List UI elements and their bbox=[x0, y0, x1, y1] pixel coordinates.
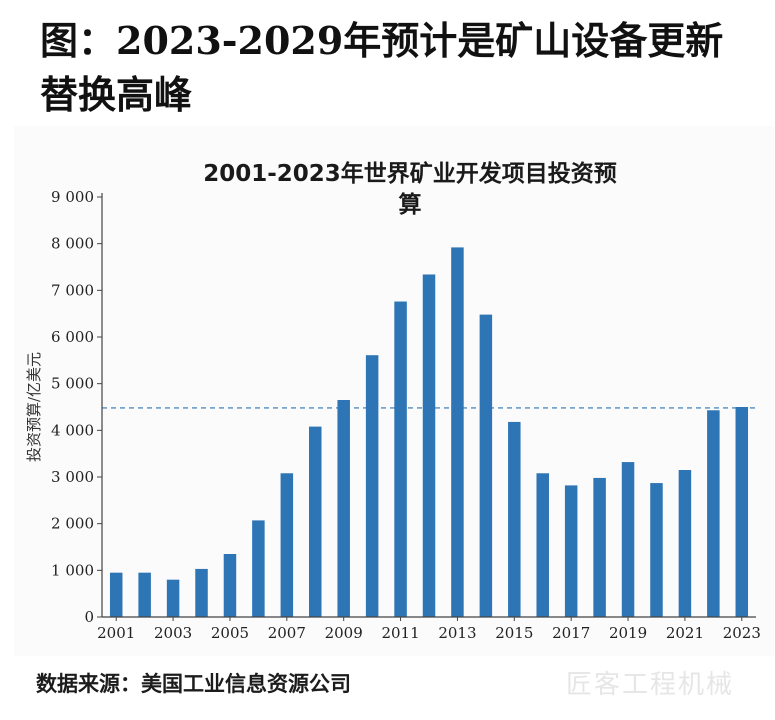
bar-2014 bbox=[479, 314, 493, 617]
watermark: 匠客工程机械 bbox=[566, 670, 735, 700]
x-tick-label-2003: 2003 bbox=[154, 624, 192, 642]
bar-2005 bbox=[223, 554, 237, 617]
y-tick-label-7000: 7 000 bbox=[51, 281, 94, 299]
bar-2020 bbox=[650, 483, 663, 617]
bar-2018 bbox=[593, 477, 606, 617]
x-tick-label-2005: 2005 bbox=[211, 624, 249, 642]
bar-2001 bbox=[109, 572, 123, 617]
bar-2006 bbox=[252, 520, 265, 617]
bar-2007 bbox=[280, 473, 294, 617]
y-tick-label-9000: 9 000 bbox=[51, 188, 94, 206]
x-tick-label-2021: 2021 bbox=[666, 624, 704, 642]
y-tick-label-2000: 2 000 bbox=[51, 515, 94, 533]
y-tick-label-0: 0 bbox=[84, 608, 94, 626]
x-tick-label-2017: 2017 bbox=[552, 624, 590, 642]
bar-2015 bbox=[508, 421, 521, 617]
bar-2010 bbox=[365, 355, 379, 617]
y-tick-label-6000: 6 000 bbox=[51, 328, 94, 346]
source-note: 数据来源：美国工业信息资源公司 bbox=[36, 672, 351, 696]
bar-2012 bbox=[422, 274, 436, 617]
y-tick-label-4000: 4 000 bbox=[51, 421, 94, 439]
x-tick-label-2007: 2007 bbox=[268, 624, 306, 642]
x-tick-label-2023: 2023 bbox=[723, 624, 761, 642]
x-tick-label-2013: 2013 bbox=[438, 624, 476, 642]
chart-title-line-2: 算 bbox=[399, 191, 422, 218]
chart-title-line-1: 2001-2023年世界矿业开发项目投资预 bbox=[203, 160, 617, 187]
chart-panel: 2001-2023年世界矿业开发项目投资预算 0 1 000 2 000 3 000 4 … bbox=[14, 126, 774, 656]
page-heading: 图：2023-2029年预计是矿山设备更新替换高峰 bbox=[40, 18, 724, 117]
x-tick-label-2019: 2019 bbox=[609, 624, 647, 642]
y-tick-label-3000: 3 000 bbox=[51, 468, 94, 486]
y-tick-label-5000: 5 000 bbox=[51, 375, 94, 393]
y-tick-label-8000: 8 000 bbox=[51, 235, 94, 253]
bar-2011 bbox=[394, 301, 407, 617]
y-axis-label: 投资预算/亿美元 bbox=[25, 352, 43, 462]
bar-2008 bbox=[309, 426, 322, 617]
bar-2013 bbox=[451, 247, 464, 617]
bar-2002 bbox=[138, 572, 151, 617]
x-tick-label-2001: 2001 bbox=[97, 624, 135, 642]
bar-2017 bbox=[564, 485, 578, 617]
bar-2023 bbox=[735, 407, 749, 617]
x-tick-label-2009: 2009 bbox=[325, 624, 363, 642]
bar-2022 bbox=[707, 410, 720, 617]
x-tick-label-2011: 2011 bbox=[381, 624, 419, 642]
bar-2016 bbox=[536, 473, 549, 617]
bar-2003 bbox=[166, 579, 180, 617]
bar-2019 bbox=[621, 462, 635, 617]
bar-2009 bbox=[337, 400, 350, 617]
bar-2021 bbox=[678, 470, 692, 617]
y-tick-label-1000: 1 000 bbox=[51, 561, 94, 579]
bar-2004 bbox=[195, 568, 208, 617]
x-tick-label-2015: 2015 bbox=[495, 624, 533, 642]
